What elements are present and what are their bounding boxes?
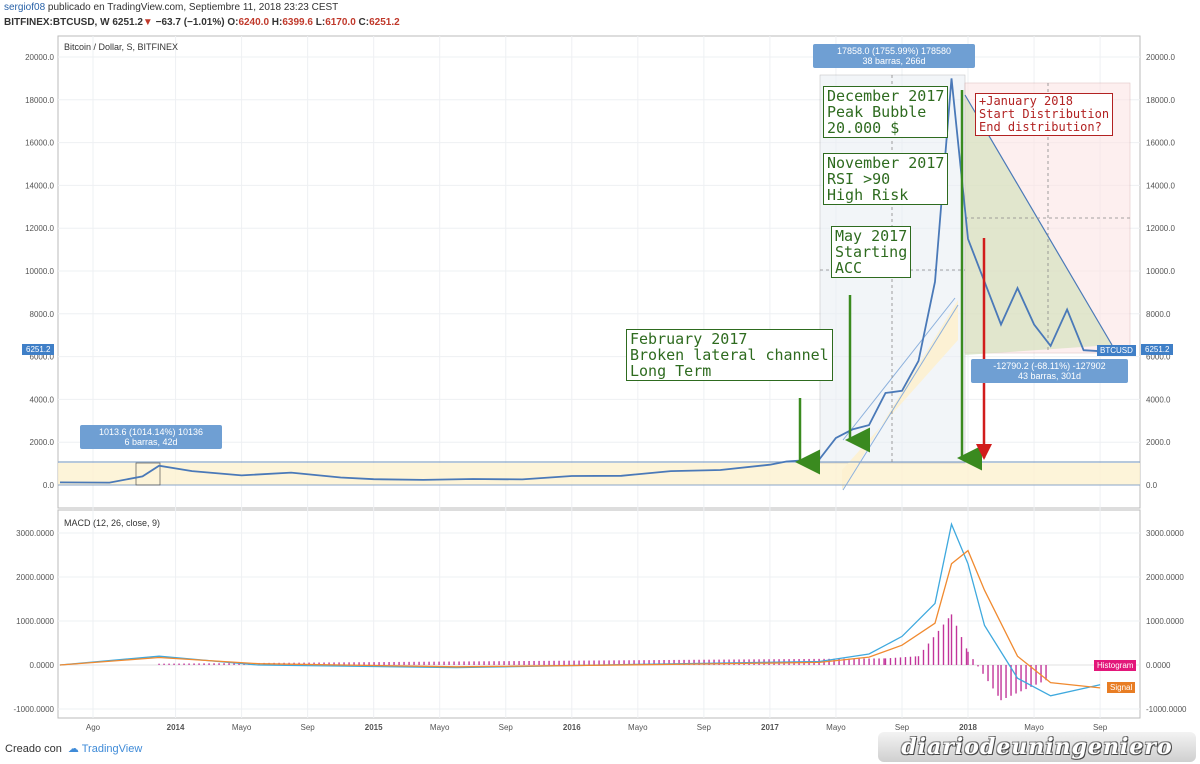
- ohlc-low: 6170.0: [325, 17, 356, 28]
- macd-pane-title: MACD (12, 26, close, 9): [64, 518, 161, 528]
- y-tick-label: 8000.0: [30, 310, 55, 319]
- macd-tick-label-right: 1000.0000: [1146, 617, 1184, 626]
- watermark-logo: diariodeuningeniero: [878, 732, 1196, 762]
- x-tick-label: Mayo: [430, 723, 450, 732]
- acc-channel-upper: [842, 297, 956, 441]
- x-tick-label: Sep: [301, 723, 316, 732]
- descending-trendline: [964, 94, 1113, 346]
- price-change: −63.7 (−1.01%): [152, 17, 225, 28]
- chart-canvas[interactable]: 20000.0 20000.0 18000.0 18000.0 16000.0 16000…: [0, 0, 1200, 740]
- y-tick-label: 12000.0: [25, 224, 54, 233]
- note-may2017[interactable]: May 2017 Starting ACC: [831, 226, 912, 278]
- macd-tick-label-right: -1000.0000: [1146, 705, 1187, 714]
- x-tick-label: Mayo: [1024, 723, 1044, 732]
- x-tick-label: Sep: [895, 723, 910, 732]
- macd-tick-label: 0.0000: [30, 661, 55, 670]
- y-tick-label-right: 14000.0: [1146, 181, 1175, 190]
- y-tick-label-right: 18000.0: [1146, 96, 1175, 105]
- measure-small-label: 1013.6 (1014.14%) 10136 6 barras, 42d: [80, 425, 222, 449]
- macd-histogram: [158, 614, 1047, 701]
- y-tick-label: 4000.0: [30, 395, 55, 404]
- y-tick-label-right: 0.0: [1146, 481, 1158, 490]
- x-tick-label: 2014: [167, 723, 185, 732]
- macd-tick-label: 3000.0000: [16, 529, 54, 538]
- x-tick-label: Sep: [499, 723, 514, 732]
- ohlc-open: 6240.0: [238, 17, 270, 28]
- publish-info: sergiof08 publicado en TradingView.com, …: [4, 2, 338, 13]
- y-tick-label: 18000.0: [25, 96, 54, 105]
- y-tick-label-right: 8000.0: [1146, 310, 1171, 319]
- signal-tag: Signal: [1107, 682, 1136, 693]
- symbol-name: BITFINEX:BTCUSD, W: [4, 17, 113, 28]
- macd-tick-label-right: 3000.0000: [1146, 529, 1184, 538]
- publish-date: publicado en TradingView.com, Septiembre…: [45, 2, 339, 13]
- signal-line[interactable]: [59, 549, 1101, 689]
- y-tick-label: 0.0: [43, 481, 55, 490]
- y-tick-label-right: 2000.0: [1146, 438, 1171, 447]
- note-jan2018[interactable]: +January 2018 Start Distribution End distr…: [975, 93, 1114, 136]
- main-pane-title: Bitcoin / Dollar, S, BITFINEX: [64, 42, 179, 52]
- ohlc-high: 6399.6: [282, 17, 313, 28]
- price-tag-left: 6251.2: [22, 344, 55, 355]
- y-tick-label-right: 4000.0: [1146, 395, 1171, 404]
- y-tick-label-right: 10000.0: [1146, 267, 1175, 276]
- histogram-tag: Histogram: [1094, 660, 1137, 671]
- acc-channel-fill: [842, 300, 958, 490]
- y-tick-label: 16000.0: [25, 139, 54, 148]
- x-tick-label: Mayo: [232, 723, 252, 732]
- x-tick-label: Ago: [86, 723, 101, 732]
- series-label: BTCUSD: [1097, 345, 1136, 356]
- tradingview-logo-link[interactable]: ☁ TradingView: [67, 743, 143, 755]
- x-axis: Ago 2014 Mayo Sep 2015 Mayo Sep 2016 Mayo Sep 2017…: [86, 723, 1108, 732]
- y-tick-label-right: 16000.0: [1146, 139, 1175, 148]
- macd-tick-label: 1000.0000: [16, 617, 54, 626]
- macd-line[interactable]: [59, 522, 1101, 697]
- x-tick-label: Sep: [1093, 723, 1108, 732]
- change-down-icon: ▼: [142, 17, 153, 28]
- measure-bottom-label: -12790.2 (-68.11%) -127902 43 barras, 301…: [971, 359, 1128, 383]
- y-axis-main: 20000.0 20000.0 18000.0 18000.0 16000.0 16000…: [25, 53, 1175, 490]
- acc-channel-lower: [842, 304, 959, 491]
- footer: Creado con ☁ TradingView: [5, 742, 142, 755]
- x-tick-label: Mayo: [826, 723, 846, 732]
- x-tick-label: Mayo: [628, 723, 648, 732]
- ohlc-close: 6251.2: [369, 17, 400, 28]
- macd-tick-label: -1000.0000: [14, 705, 55, 714]
- y-tick-label-right: 12000.0: [1146, 224, 1175, 233]
- last-price: 6251.2: [112, 17, 143, 28]
- measure-small-box: [135, 462, 161, 486]
- x-tick-label: 2017: [761, 723, 779, 732]
- y-tick-label-right: 6000.0: [1146, 353, 1171, 362]
- note-dec2017[interactable]: December 2017 Peak Bubble 20.000 $: [823, 86, 949, 138]
- macd-tick-label: 2000.0000: [16, 573, 54, 582]
- y-tick-label: 14000.0: [25, 181, 54, 190]
- symbol-info: BITFINEX:BTCUSD, W 6251.2▼ −63.7 (−1.01%…: [4, 17, 400, 28]
- price-tag-right: 6251.2: [1141, 344, 1174, 355]
- y-tick-label: 2000.0: [30, 438, 55, 447]
- created-with-label: Creado con: [5, 743, 62, 755]
- y-tick-label: 10000.0: [25, 267, 54, 276]
- y-tick-label-right: 20000.0: [1146, 53, 1175, 62]
- y-tick-label: 20000.0: [25, 53, 54, 62]
- descending-triangle: [965, 95, 1112, 355]
- macd-pane[interactable]: [57, 509, 1141, 719]
- author-link[interactable]: sergiof08: [4, 2, 46, 13]
- macd-tick-label-right: 0.0000: [1146, 661, 1171, 670]
- macd-tick-label-right: 2000.0000: [1146, 573, 1184, 582]
- x-tick-label: 2018: [959, 723, 977, 732]
- x-tick-label: 2015: [365, 723, 383, 732]
- measure-top-label: 17858.0 (1755.99%) 178580 38 barras, 266d: [813, 44, 975, 68]
- y-axis-macd: 3000.0000 3000.0000 2000.0000 2000.0000 1000…: [14, 529, 1188, 714]
- note-nov2017[interactable]: November 2017 RSI >90 High Risk: [823, 153, 949, 205]
- x-tick-label: Sep: [697, 723, 712, 732]
- note-feb2017[interactable]: February 2017 Broken lateral channel Long …: [626, 329, 833, 381]
- lateral-channel-zone: [58, 463, 1140, 485]
- arrow-jan2018-head: [976, 444, 992, 460]
- y-tick-label: 6000.0: [30, 353, 55, 362]
- x-tick-label: 2016: [563, 723, 581, 732]
